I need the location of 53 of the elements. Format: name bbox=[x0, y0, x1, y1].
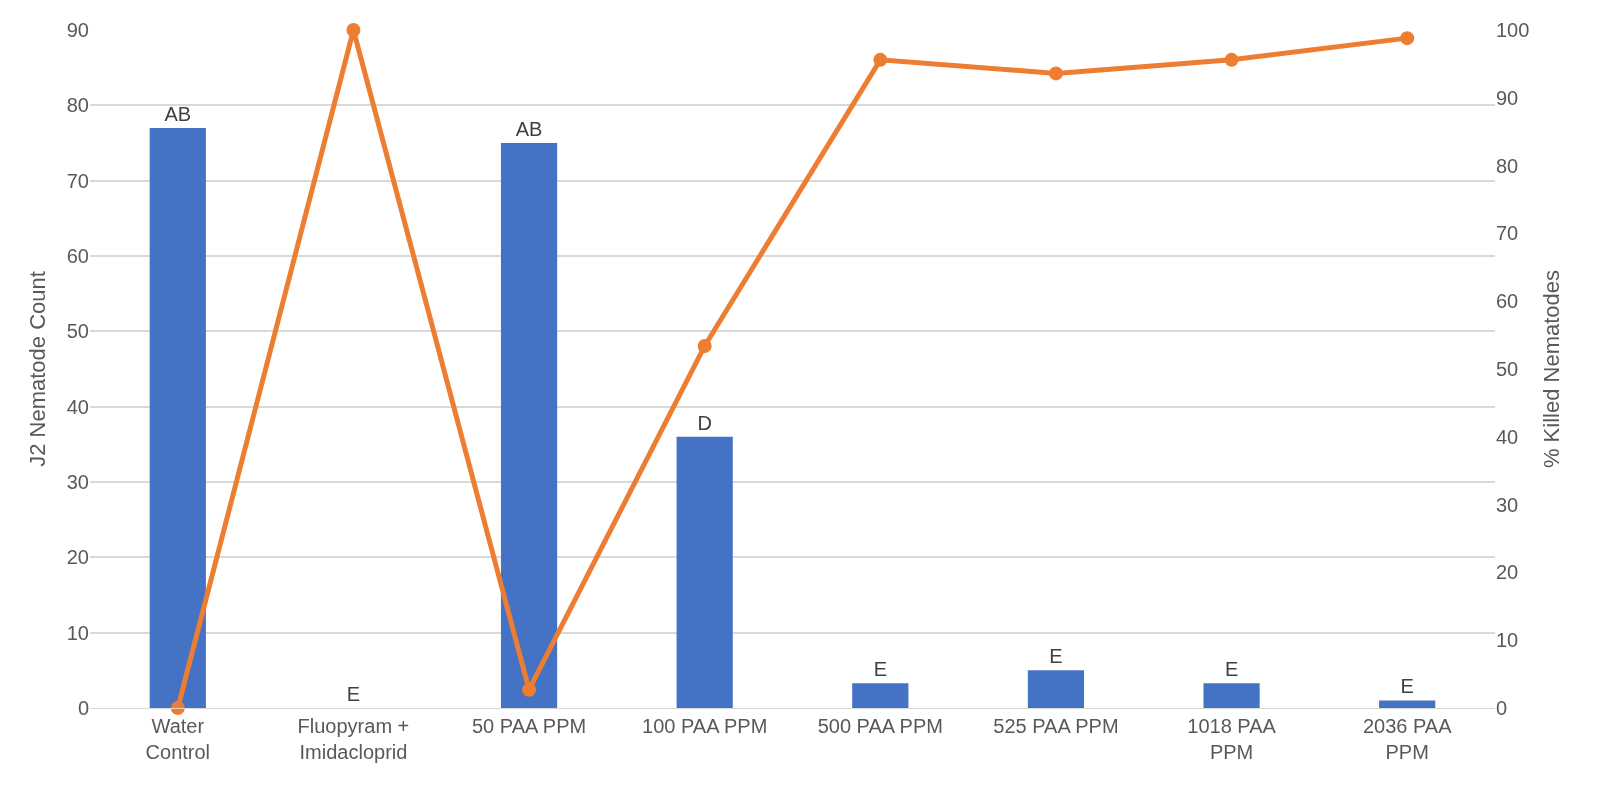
y2-tick-label: 50 bbox=[1496, 358, 1519, 380]
x-tick-label: 525 PAA PPM bbox=[993, 715, 1119, 737]
point bbox=[1224, 52, 1239, 67]
point bbox=[522, 682, 537, 697]
y2-tick-label: 40 bbox=[1496, 425, 1519, 448]
data-label: E bbox=[1224, 658, 1239, 681]
y-tick-label: 10 bbox=[66, 621, 89, 644]
y-tick-label: 40 bbox=[66, 395, 89, 418]
y2-tick-label: 30 bbox=[1496, 493, 1519, 516]
y2-tick-label: 0 bbox=[1496, 697, 1508, 719]
point bbox=[873, 52, 888, 67]
y-tick-label: 90 bbox=[66, 19, 89, 41]
bar bbox=[852, 683, 909, 708]
bar bbox=[676, 436, 733, 708]
y-tick-label: 60 bbox=[66, 245, 89, 267]
x-tick-label: Fluopyram + Imidacloprid bbox=[297, 715, 410, 763]
x-tick-label: 50 PAA PPM bbox=[471, 715, 587, 737]
y2-axis-title: % Killed Nematodes bbox=[1539, 269, 1565, 469]
y2-tick-label: 90 bbox=[1496, 86, 1519, 109]
data-label: E bbox=[1049, 645, 1063, 668]
y2-tick-label: 80 bbox=[1496, 154, 1519, 177]
x-tick-label: Water Control bbox=[145, 715, 211, 763]
y2-tick-label: 60 bbox=[1496, 290, 1519, 313]
bar bbox=[149, 127, 206, 708]
data-label: E bbox=[873, 658, 887, 681]
x-tick-label: 1018 PAA PPM bbox=[1187, 715, 1277, 763]
y-tick-label: 0 bbox=[77, 697, 89, 719]
data-label: E bbox=[1400, 675, 1414, 698]
y2-tick-label: 100 bbox=[1496, 19, 1530, 41]
point bbox=[346, 23, 361, 37]
x-tick-label: 500 PAA PPM bbox=[817, 715, 943, 737]
y-tick-label: 20 bbox=[66, 546, 89, 569]
point bbox=[1400, 31, 1415, 46]
y-tick-label: 70 bbox=[66, 169, 89, 192]
y-axis-title: J2 Nematode Count bbox=[24, 271, 50, 467]
y-tick-label: 50 bbox=[66, 320, 89, 343]
data-label: D bbox=[697, 411, 712, 434]
y2-tick-label: 20 bbox=[1496, 561, 1519, 584]
y2-tick-label: 70 bbox=[1496, 222, 1519, 245]
point bbox=[1048, 66, 1063, 81]
bar bbox=[1203, 683, 1260, 708]
data-label: AB bbox=[164, 102, 192, 125]
bar bbox=[500, 143, 558, 708]
point bbox=[697, 338, 712, 353]
bar bbox=[1379, 700, 1436, 708]
x-tick-label: 2036 PAA PPM bbox=[1362, 715, 1453, 763]
y-tick-label: 30 bbox=[66, 471, 89, 493]
y2-tick-label: 10 bbox=[1496, 629, 1519, 652]
x-tick-label: 100 PAA PPM bbox=[642, 715, 768, 737]
bar bbox=[1027, 670, 1085, 708]
data-label: AB bbox=[515, 118, 543, 140]
data-label: E bbox=[346, 683, 361, 705]
y-tick-label: 80 bbox=[66, 94, 89, 117]
